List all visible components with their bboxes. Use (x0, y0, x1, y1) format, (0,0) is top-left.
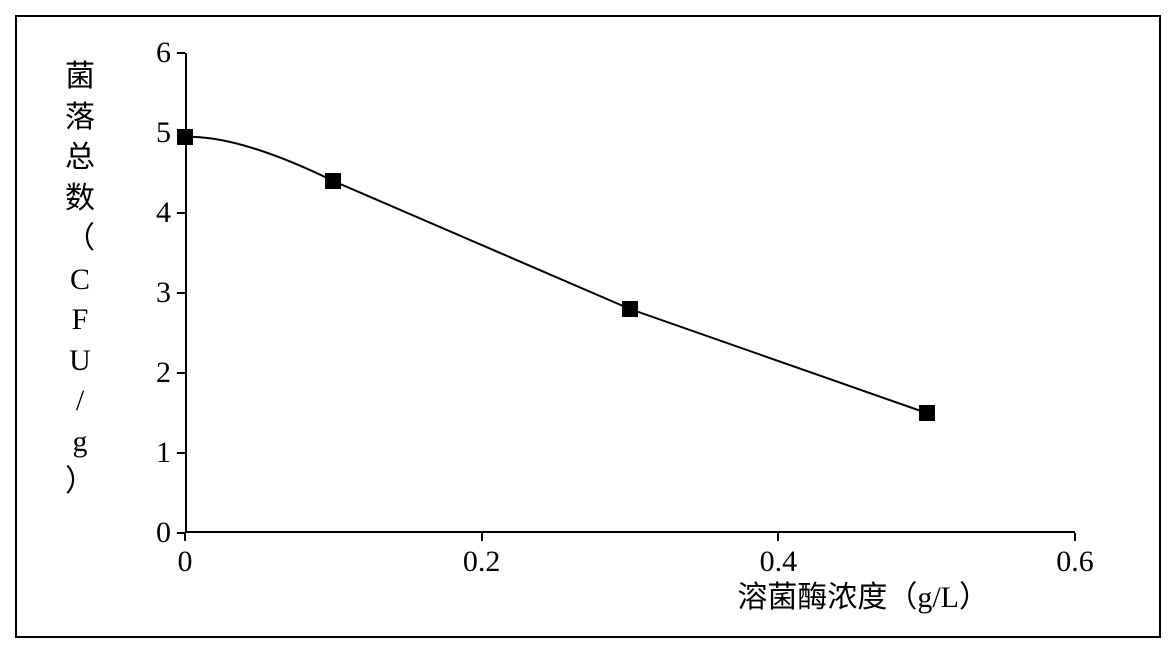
y-tick-label: 2 (156, 356, 171, 390)
y-axis-label-char: 数 (65, 179, 95, 220)
x-tick-label: 0.2 (463, 545, 501, 579)
data-marker (177, 129, 193, 145)
y-axis-label-char: ） (65, 462, 95, 503)
x-tick-label: 0.6 (1056, 545, 1094, 579)
y-tick (177, 452, 185, 454)
y-axis-label-char: C (65, 260, 95, 301)
y-tick-label: 5 (156, 116, 171, 150)
data-marker (325, 173, 341, 189)
data-line-svg (185, 53, 1075, 533)
data-path (185, 137, 927, 413)
y-axis-label-char: 落 (65, 98, 95, 139)
x-tick-label: 0.4 (760, 545, 798, 579)
y-axis-label-char: 菌 (65, 57, 95, 98)
y-tick (177, 292, 185, 294)
chart-inner: 菌落总数（CFU/g） 溶菌酶浓度（g/L） 012345600.20.40.6 (17, 17, 1159, 636)
y-axis-label-char: / (65, 381, 95, 422)
y-tick-label: 4 (156, 196, 171, 230)
x-tick (1074, 533, 1076, 541)
y-tick-label: 0 (156, 516, 171, 550)
y-tick-label: 6 (156, 36, 171, 70)
y-tick (177, 372, 185, 374)
chart-frame: 菌落总数（CFU/g） 溶菌酶浓度（g/L） 012345600.20.40.6 (15, 15, 1161, 638)
y-axis-label-char: F (65, 300, 95, 341)
data-marker (622, 301, 638, 317)
y-tick-label: 1 (156, 436, 171, 470)
y-tick (177, 52, 185, 54)
y-axis-label-char: （ (65, 219, 95, 260)
data-marker (919, 405, 935, 421)
x-tick (481, 533, 483, 541)
x-tick (777, 533, 779, 541)
x-tick-label: 0 (178, 545, 193, 579)
y-axis-label: 菌落总数（CFU/g） (65, 57, 95, 503)
y-tick-label: 3 (156, 276, 171, 310)
y-axis-label-char: U (65, 341, 95, 382)
x-tick (184, 533, 186, 541)
y-axis-label-char: g (65, 422, 95, 463)
plot-area: 012345600.20.40.6 (185, 53, 1075, 533)
y-axis-label-char: 总 (65, 138, 95, 179)
y-tick (177, 212, 185, 214)
